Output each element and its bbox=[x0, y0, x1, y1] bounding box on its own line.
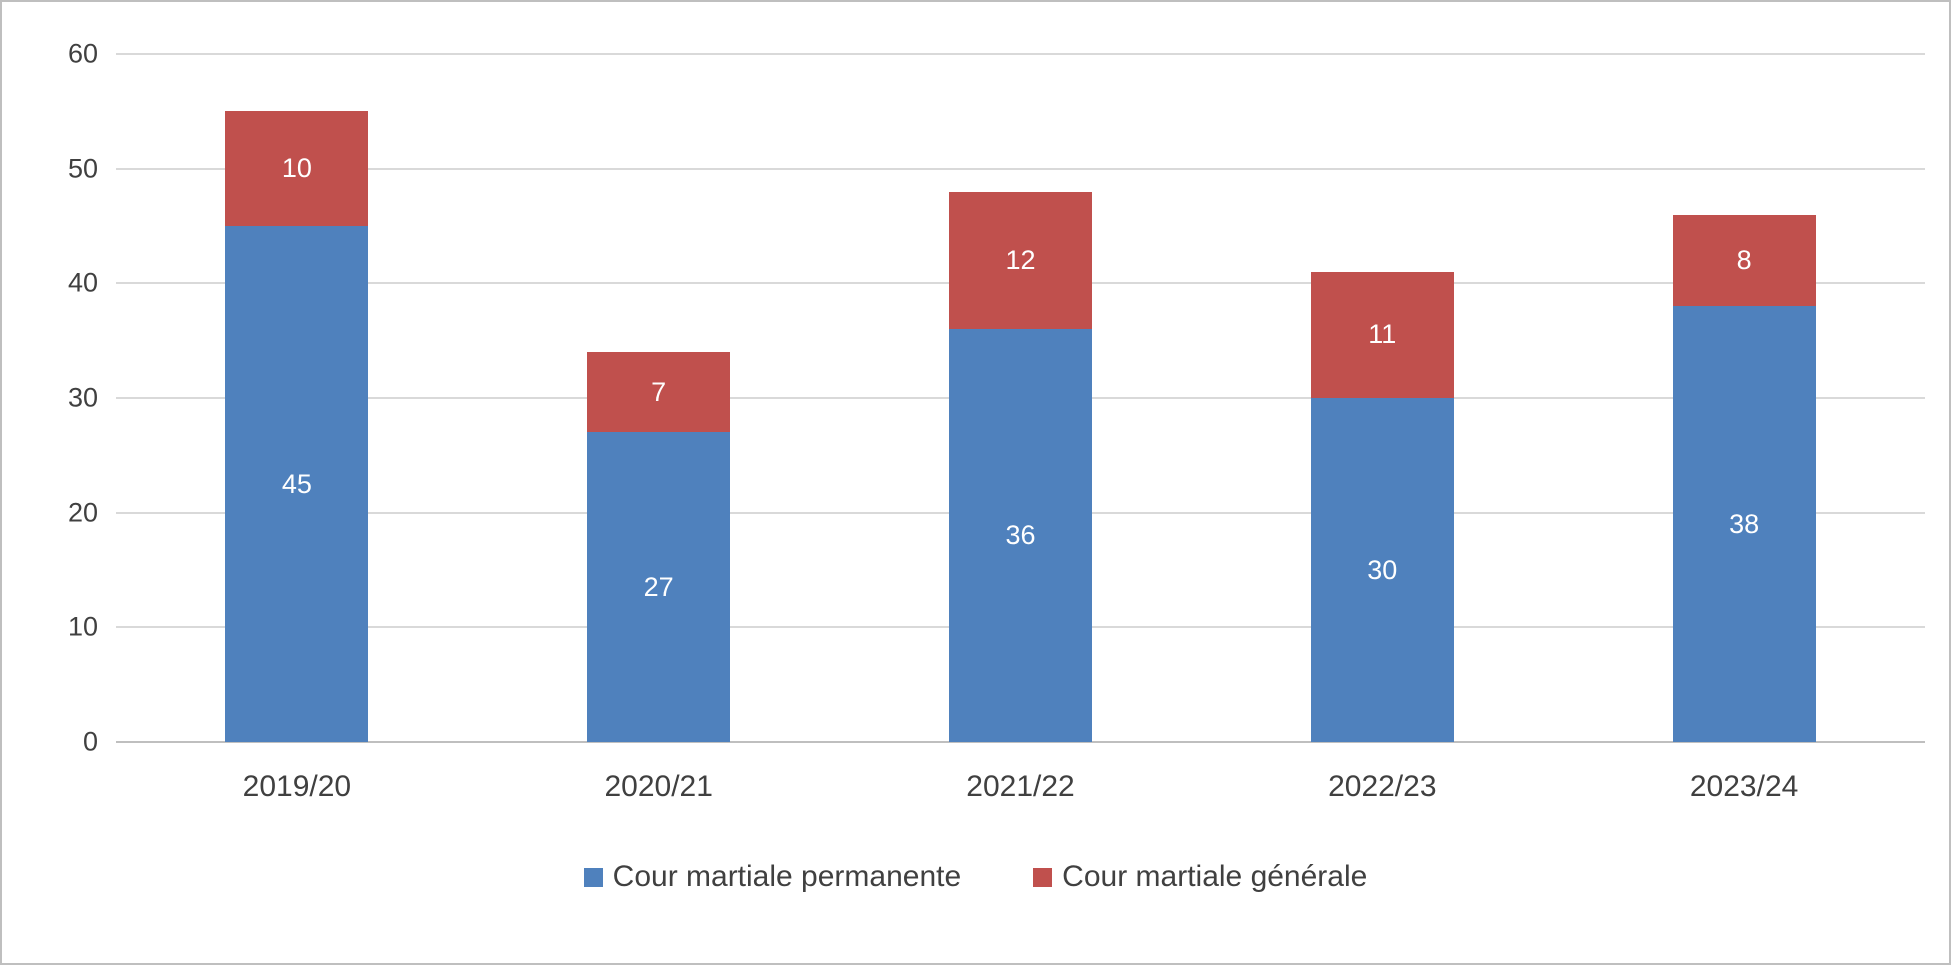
bar-value-label: 38 bbox=[1729, 508, 1760, 539]
bar-value-label: 27 bbox=[643, 571, 674, 602]
bar-value-label: 12 bbox=[1005, 244, 1036, 275]
x-axis-line bbox=[116, 741, 1925, 743]
y-tick-label-20: 20 bbox=[67, 497, 98, 528]
y-tick-label-30: 30 bbox=[67, 382, 98, 413]
legend-swatch-generale-icon bbox=[1033, 867, 1053, 887]
legend-label-generale: Cour martiale générale bbox=[1062, 860, 1368, 893]
y-tick-label-60: 60 bbox=[67, 38, 98, 69]
x-axis: 2019/20 2020/21 2021/22 2022/23 2023/24 bbox=[116, 770, 1925, 814]
y-axis: 0 10 20 30 40 50 60 bbox=[2, 40, 98, 755]
bar-value-label: 10 bbox=[281, 153, 312, 184]
bar-value-label: 8 bbox=[1736, 244, 1752, 275]
plot-area: 45 10 27 7 36 12 30 11 38 8 bbox=[116, 53, 1925, 743]
bar-segment-cour-martiale-generale-2021-22: 12 bbox=[949, 191, 1092, 330]
y-tick-label-50: 50 bbox=[67, 153, 98, 184]
gridline-50 bbox=[116, 167, 1925, 170]
x-tick-label-2021-22: 2021/22 bbox=[966, 770, 1075, 803]
bar-segment-cour-martiale-permanente-2021-22: 36 bbox=[949, 329, 1092, 742]
x-tick-label-2022-23: 2022/23 bbox=[1328, 770, 1437, 803]
y-tick-label-10: 10 bbox=[67, 611, 98, 642]
legend-label-permanente: Cour martiale permanente bbox=[612, 860, 962, 893]
legend-item-cour-martiale-generale: Cour martiale générale bbox=[1033, 860, 1367, 894]
legend-item-cour-martiale-permanente: Cour martiale permanente bbox=[583, 860, 962, 894]
x-tick-label-2023-24: 2023/24 bbox=[1689, 770, 1799, 803]
x-tick-label-2019-20: 2019/20 bbox=[242, 770, 352, 803]
bar-value-label: 7 bbox=[651, 376, 667, 407]
bar-segment-cour-martiale-generale-2022-23: 11 bbox=[1310, 271, 1454, 398]
gridline-60 bbox=[116, 53, 1925, 55]
bar-value-label: 45 bbox=[281, 468, 312, 499]
y-tick-label-0: 0 bbox=[82, 726, 98, 757]
legend-swatch-permanente-icon bbox=[583, 867, 603, 887]
bar-value-label: 36 bbox=[1005, 520, 1036, 551]
bar-segment-cour-martiale-generale-2023-24: 8 bbox=[1672, 214, 1816, 307]
x-tick-label-2020-21: 2020/21 bbox=[604, 770, 713, 803]
y-tick-label-40: 40 bbox=[67, 267, 98, 298]
bar-segment-cour-martiale-permanente-2020-21: 27 bbox=[587, 432, 731, 742]
bar-segment-cour-martiale-permanente-2019-20: 45 bbox=[225, 226, 369, 742]
bar-value-label: 11 bbox=[1368, 319, 1397, 350]
bar-value-label: 30 bbox=[1367, 554, 1398, 585]
bar-segment-cour-martiale-generale-2020-21: 7 bbox=[587, 352, 731, 433]
bar-segment-cour-martiale-generale-2019-20: 10 bbox=[225, 111, 369, 226]
legend: Cour martiale permanente Cour martiale g… bbox=[2, 860, 1949, 894]
bar-segment-cour-martiale-permanente-2023-24: 38 bbox=[1672, 306, 1816, 742]
bar-segment-cour-martiale-permanente-2022-23: 30 bbox=[1310, 398, 1454, 742]
